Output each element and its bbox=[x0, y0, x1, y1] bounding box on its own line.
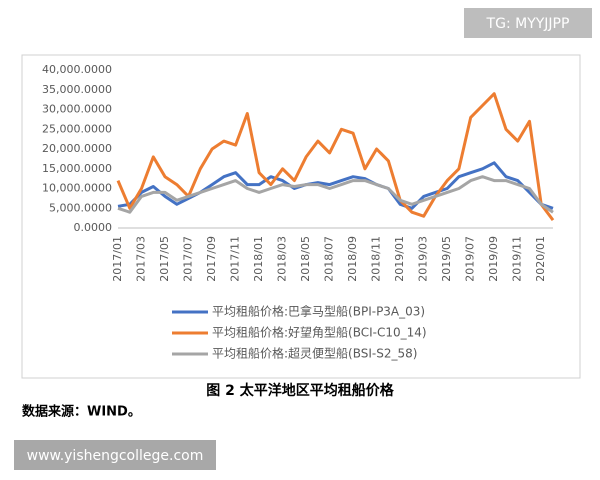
legend-label: 平均租船价格:好望角型船(BCI-C10_14) bbox=[212, 325, 427, 340]
y-tick-label: 30,000.0000 bbox=[42, 103, 112, 116]
y-tick-label: 35,000.0000 bbox=[42, 83, 112, 96]
x-tick-label: 2017/07 bbox=[182, 236, 195, 282]
watermark-box bbox=[464, 8, 592, 38]
x-tick-label: 2017/03 bbox=[135, 236, 148, 282]
x-tick-label: 2018/01 bbox=[252, 236, 265, 282]
website-box bbox=[14, 440, 216, 470]
x-tick-label: 2017/01 bbox=[111, 236, 124, 282]
x-tick-label: 2020/01 bbox=[534, 236, 547, 282]
y-tick-label: 25,000.0000 bbox=[42, 122, 112, 135]
legend-label: 平均租船价格:超灵便型船(BSI-S2_58) bbox=[212, 346, 417, 361]
x-tick-label: 2018/11 bbox=[370, 236, 383, 282]
x-tick-label: 2017/05 bbox=[158, 236, 171, 282]
x-tick-label: 2019/05 bbox=[440, 236, 453, 282]
caption: 图 2 太平洋地区平均租船价格 bbox=[206, 382, 394, 399]
x-tick-label: 2018/09 bbox=[346, 236, 359, 282]
y-tick-label: 5,000.0000 bbox=[49, 201, 112, 214]
x-tick-label: 2018/07 bbox=[323, 236, 336, 282]
x-tick-label: 2019/01 bbox=[393, 236, 406, 282]
series-line bbox=[117, 175, 554, 214]
x-tick-label: 2019/07 bbox=[464, 236, 477, 282]
y-tick-label: 0.0000 bbox=[74, 221, 113, 234]
x-tick-label: 2017/09 bbox=[205, 236, 218, 282]
y-tick-label: 15,000.0000 bbox=[42, 162, 112, 175]
legend-label: 平均租船价格:巴拿马型船(BPI-P3A_03) bbox=[212, 304, 425, 319]
x-tick-label: 2019/09 bbox=[487, 236, 500, 282]
y-tick-label: 20,000.0000 bbox=[42, 142, 112, 155]
x-tick-label: 2017/11 bbox=[229, 236, 242, 282]
chart-frame bbox=[21, 54, 581, 379]
x-tick-label: 2019/03 bbox=[417, 236, 430, 282]
series-line bbox=[116, 92, 555, 221]
x-tick-label: 2018/05 bbox=[299, 236, 312, 282]
watermark: TG: MYYJJPP bbox=[486, 16, 570, 32]
website: www.yishengcollege.com bbox=[27, 448, 204, 464]
source-note: 数据来源：WIND。 bbox=[22, 404, 141, 420]
x-tick-label: 2019/11 bbox=[511, 236, 524, 282]
x-tick-label: 2018/03 bbox=[276, 236, 289, 282]
y-tick-label: 40,000.0000 bbox=[42, 63, 112, 76]
series-line bbox=[117, 161, 554, 210]
y-tick-label: 10,000.0000 bbox=[42, 182, 112, 195]
